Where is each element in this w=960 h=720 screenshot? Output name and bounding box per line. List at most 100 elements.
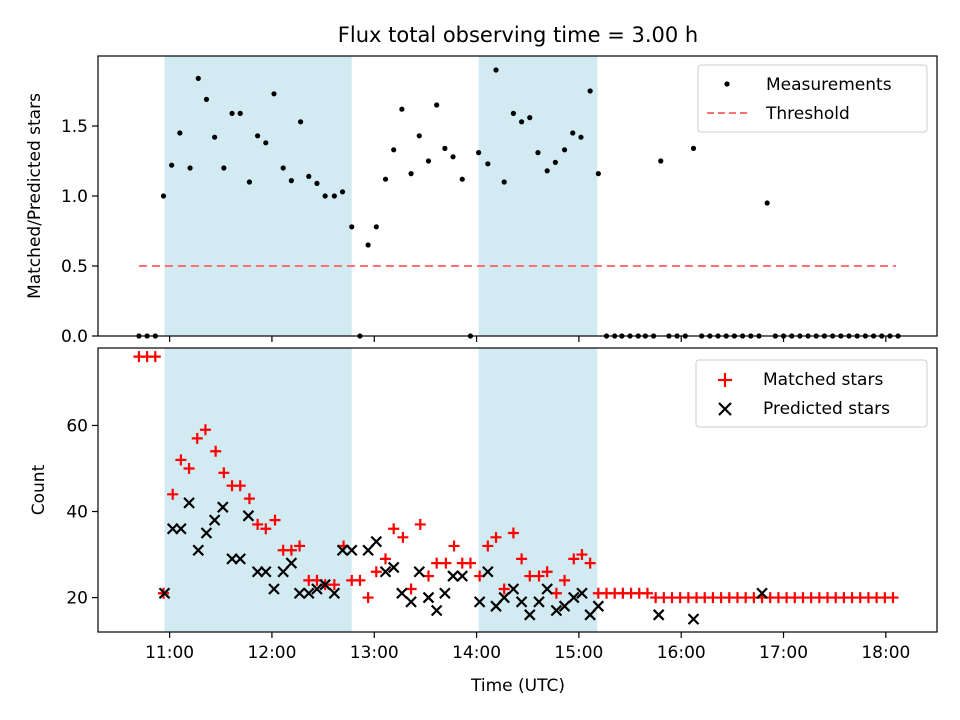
matched-star-marker	[533, 570, 545, 582]
bottom-y-ticks: 20 40 60	[66, 416, 98, 609]
predicted-star-marker	[396, 587, 408, 600]
top-panel: 0.0 0.5 1.0 1.5 Matched/Predicted stars Mea…	[25, 55, 938, 347]
bottom-x-tick-label: 12:00	[247, 643, 296, 663]
matched-star-marker	[199, 424, 211, 436]
measurement-point	[493, 67, 499, 73]
bottom-panel: 20 40 60 11:00 12:00 13:00 14:00 15:00 16:00 17:…	[29, 347, 938, 696]
measurement-point	[442, 145, 448, 151]
measurement-point	[408, 171, 414, 177]
bottom-x-tick-label: 17:00	[759, 643, 808, 663]
matched-star-marker	[516, 553, 528, 565]
predicted-star-marker	[473, 596, 486, 608]
matched-star-marker	[559, 574, 571, 586]
measurement-point	[391, 147, 397, 153]
top-legend: Measurements Threshold	[697, 64, 928, 133]
top-x-ticks	[169, 336, 887, 342]
legend-predicted-label: Predicted stars	[763, 399, 890, 419]
matched-star-marker	[191, 432, 203, 444]
measurement-point	[552, 159, 558, 165]
measurement-point	[578, 134, 584, 140]
top-y-tick-label: 0.0	[61, 327, 88, 347]
matched-star-marker	[328, 579, 340, 591]
predicted-star-marker	[652, 609, 665, 621]
measurement-point	[587, 88, 593, 94]
predicted-star-marker	[379, 565, 392, 578]
measurement-point	[510, 110, 517, 116]
predicted-star-marker	[447, 570, 459, 582]
measurement-point	[570, 130, 576, 136]
matched-star-marker	[388, 523, 400, 535]
matched-stars-series	[133, 351, 899, 604]
measurement-point	[187, 165, 193, 171]
measurement-point	[518, 119, 525, 125]
predicted-star-marker	[234, 553, 246, 565]
matched-star-marker	[218, 467, 230, 479]
predicted-star-marker	[277, 565, 289, 578]
measurement-point	[280, 165, 286, 171]
matched-star-marker	[431, 557, 443, 569]
matched-star-marker	[285, 544, 297, 556]
measurement-point	[764, 200, 770, 206]
matched-star-marker	[252, 518, 264, 530]
bottom-y-tick-label: 60	[66, 416, 88, 436]
measurement-point	[212, 134, 218, 140]
measurement-point	[177, 130, 183, 136]
top-y-axis-label: Matched/Predicted stars	[25, 93, 45, 299]
top-legend-box	[697, 64, 928, 133]
measurement-point	[271, 91, 277, 97]
measurement-point	[246, 179, 253, 185]
bottom-shaded-intervals	[164, 348, 598, 632]
predicted-star-marker	[515, 596, 528, 608]
predicted-star-marker	[405, 596, 417, 608]
predicted-star-marker	[336, 544, 349, 557]
predicted-star-marker	[268, 583, 280, 595]
measurement-point	[203, 96, 210, 102]
predicted-star-marker	[430, 604, 443, 617]
matched-star-marker	[641, 587, 653, 599]
measurement-point	[229, 110, 235, 116]
matched-star-marker	[524, 570, 536, 582]
predicted-star-marker	[183, 497, 195, 509]
measurement-point	[382, 176, 389, 182]
bottom-x-tick-label: 15:00	[554, 643, 603, 663]
measurement-point	[314, 180, 320, 186]
bottom-y-tick-label: 20	[66, 589, 88, 609]
predicted-star-marker	[175, 522, 187, 535]
predicted-star-marker	[558, 600, 571, 612]
matched-star-marker	[175, 454, 187, 466]
top-y-tick-label: 1.5	[61, 117, 88, 137]
legend-threshold-label: Threshold	[765, 104, 850, 124]
predicted-star-marker	[217, 501, 229, 513]
predicted-star-marker	[756, 587, 768, 600]
predicted-star-marker	[567, 591, 580, 604]
matched-star-marker	[482, 540, 494, 552]
measurement-point	[501, 179, 507, 185]
predicted-stars-series	[158, 497, 768, 625]
top-y-ticks: 0.0 0.5 1.0 1.5	[61, 117, 98, 347]
matched-star-marker	[234, 480, 246, 492]
measurement-point	[365, 242, 371, 248]
matched-star-marker	[414, 518, 426, 530]
matched-star-marker	[568, 553, 580, 565]
measurement-point	[485, 161, 491, 167]
predicted-star-marker	[362, 544, 374, 557]
bottom-x-tick-label: 14:00	[452, 643, 501, 663]
measurement-point	[255, 133, 261, 139]
measurement-point	[544, 168, 550, 174]
predicted-star-marker	[584, 609, 596, 621]
measurement-point	[450, 154, 456, 160]
predicted-star-marker	[208, 514, 221, 526]
predicted-star-marker	[498, 591, 510, 604]
predicted-star-marker	[293, 587, 306, 600]
x-axis-label: Time (UTC)	[470, 676, 565, 696]
measurement-point	[322, 193, 328, 199]
predicted-star-marker	[413, 565, 426, 578]
bottom-y-axis-label: Count	[29, 464, 49, 515]
predicted-star-marker	[302, 587, 315, 600]
predicted-star-marker	[592, 600, 605, 612]
matched-star-marker	[380, 553, 392, 565]
figure-title: Flux total observing time = 3.00 h	[338, 23, 698, 47]
measurement-point	[195, 75, 201, 81]
predicted-star-marker	[387, 561, 400, 574]
measurement-point	[160, 193, 167, 199]
